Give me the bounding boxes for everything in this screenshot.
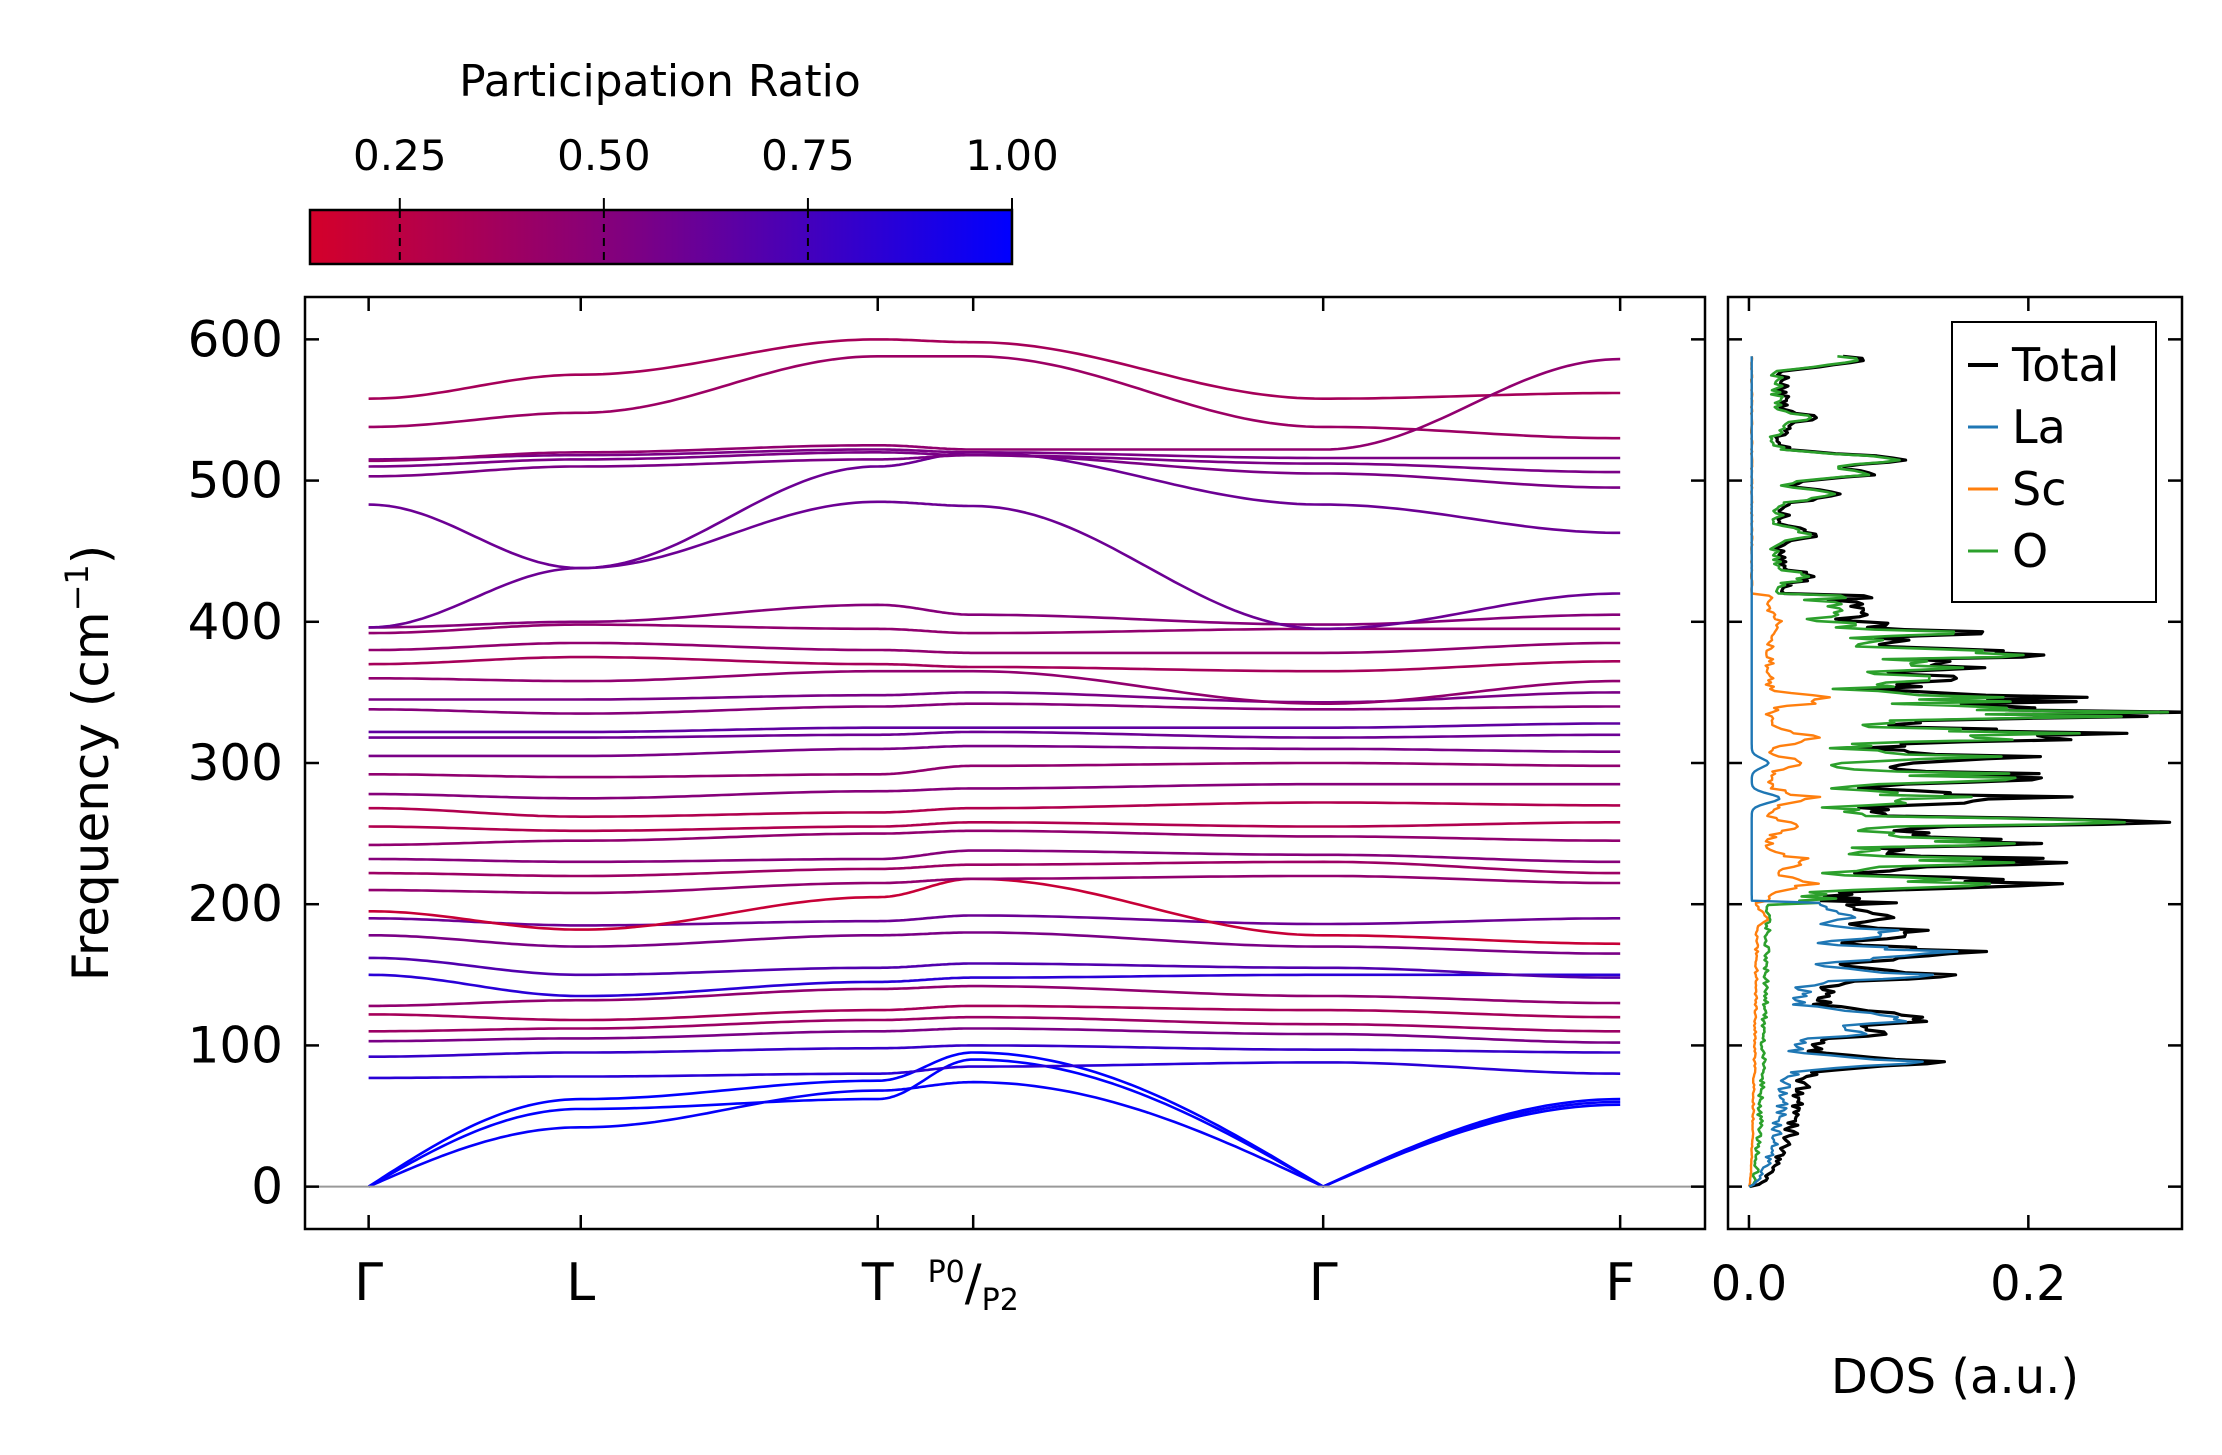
colorbar-tick-label: 1.00 bbox=[965, 131, 1059, 180]
band-line bbox=[368, 849, 1621, 864]
x-tick-label: P0/P2 bbox=[928, 1254, 1019, 1318]
y-tick-label: 200 bbox=[188, 875, 283, 933]
legend-label: O bbox=[2012, 524, 2048, 578]
colorbar-ticks: 0.25 0.50 0.75 1.00 bbox=[353, 131, 1059, 264]
x-axis-label: DOS (a.u.) bbox=[1831, 1349, 2079, 1405]
band-line bbox=[367, 1051, 1621, 1188]
colorbar-tick-label: 0.75 bbox=[761, 131, 855, 180]
band-line bbox=[368, 603, 1621, 629]
legend: Total La Sc O bbox=[1951, 321, 2157, 603]
x-tick-label: Γ bbox=[1309, 1253, 1338, 1313]
colorbar-title: Participation Ratio bbox=[459, 56, 861, 107]
y-axis-label-close: ) bbox=[62, 545, 120, 565]
dos-series-o bbox=[1748, 355, 2170, 1188]
y-tick-label: 0 bbox=[251, 1158, 283, 1216]
y-axis-label: Frequency (cm−1) bbox=[58, 545, 120, 982]
band-line bbox=[368, 500, 1621, 631]
band-line bbox=[368, 730, 1621, 739]
band-line bbox=[368, 931, 1621, 955]
colorbar-gradient bbox=[308, 208, 1014, 266]
dos-panel: 0.0 0.2 DOS (a.u.) Total La Sc O bbox=[1711, 295, 2184, 1405]
y-tick-label: 600 bbox=[188, 310, 283, 368]
band-axes-frame bbox=[303, 295, 1707, 1231]
band-line bbox=[368, 973, 1621, 998]
colorbar-tick-label: 0.50 bbox=[557, 131, 651, 180]
dos-series-la bbox=[1748, 356, 1959, 1188]
band-line bbox=[368, 1080, 1621, 1188]
band-line bbox=[368, 451, 1621, 570]
band-line bbox=[368, 877, 1621, 946]
band-line bbox=[368, 722, 1621, 734]
x-tick-label: L bbox=[566, 1253, 595, 1313]
legend-label: Total bbox=[2011, 338, 2119, 392]
y-tick-label: 500 bbox=[188, 452, 283, 510]
band-line bbox=[367, 1058, 1621, 1188]
legend-label: La bbox=[2012, 400, 2066, 454]
x-tick-label: Γ bbox=[354, 1253, 383, 1313]
band-line bbox=[368, 1015, 1621, 1033]
band-line bbox=[368, 448, 1621, 461]
band-line bbox=[368, 821, 1621, 833]
band-line bbox=[368, 338, 1621, 400]
band-line bbox=[368, 782, 1621, 800]
x-tick-label: F bbox=[1605, 1253, 1635, 1313]
band-line bbox=[368, 984, 1621, 1008]
band-line bbox=[368, 1027, 1621, 1044]
dos-x-tick-label: 0.2 bbox=[1990, 1256, 2066, 1312]
frequency-ticks: 0 100 200 300 400 500 600 bbox=[188, 310, 1705, 1216]
y-axis-label-main: Frequency (cm bbox=[62, 611, 120, 981]
band-line bbox=[368, 355, 1621, 440]
band-line bbox=[368, 956, 1621, 979]
band-line bbox=[368, 453, 1621, 489]
band-line bbox=[368, 801, 1621, 818]
dos-x-tick-label: 0.0 bbox=[1711, 1256, 1787, 1312]
band-line bbox=[368, 623, 1621, 635]
band-line bbox=[368, 1044, 1621, 1058]
band-structure-panel: Γ L T P0/P2 Γ F 0 100 200 300 400 500 600 Frequency… bbox=[58, 295, 1707, 1318]
y-tick-label: 100 bbox=[188, 1016, 283, 1074]
band-line bbox=[368, 451, 1621, 474]
dos-ticks: 0.0 0.2 bbox=[1711, 297, 2182, 1312]
legend-box bbox=[1951, 321, 2157, 603]
y-tick-label: 400 bbox=[188, 593, 283, 651]
dos-lines bbox=[1747, 354, 2182, 1189]
band-line bbox=[368, 914, 1621, 927]
band-line bbox=[368, 702, 1621, 715]
band-line bbox=[368, 655, 1621, 673]
band-line bbox=[368, 357, 1621, 463]
band-line bbox=[368, 641, 1621, 655]
x-tick-label: T bbox=[861, 1253, 894, 1313]
band-line bbox=[368, 669, 1621, 705]
band-line bbox=[368, 761, 1621, 779]
y-tick-label: 300 bbox=[188, 734, 283, 792]
colorbar: Participation Ratio 0.25 0.50 0.75 1.00 bbox=[308, 56, 1059, 266]
band-line bbox=[368, 1004, 1621, 1022]
legend-label: Sc bbox=[2012, 462, 2067, 516]
kpoint-ticks: Γ L T P0/P2 Γ F bbox=[354, 297, 1635, 1318]
band-line bbox=[368, 1061, 1621, 1080]
band-line bbox=[368, 744, 1621, 758]
band-line bbox=[368, 874, 1621, 895]
band-lines bbox=[367, 338, 1621, 1188]
colorbar-tick-label: 0.25 bbox=[353, 131, 447, 180]
band-line bbox=[368, 860, 1621, 878]
dos-axes-frame bbox=[1726, 295, 2184, 1231]
y-axis-label-sup: −1 bbox=[58, 564, 96, 611]
band-line bbox=[368, 829, 1621, 847]
